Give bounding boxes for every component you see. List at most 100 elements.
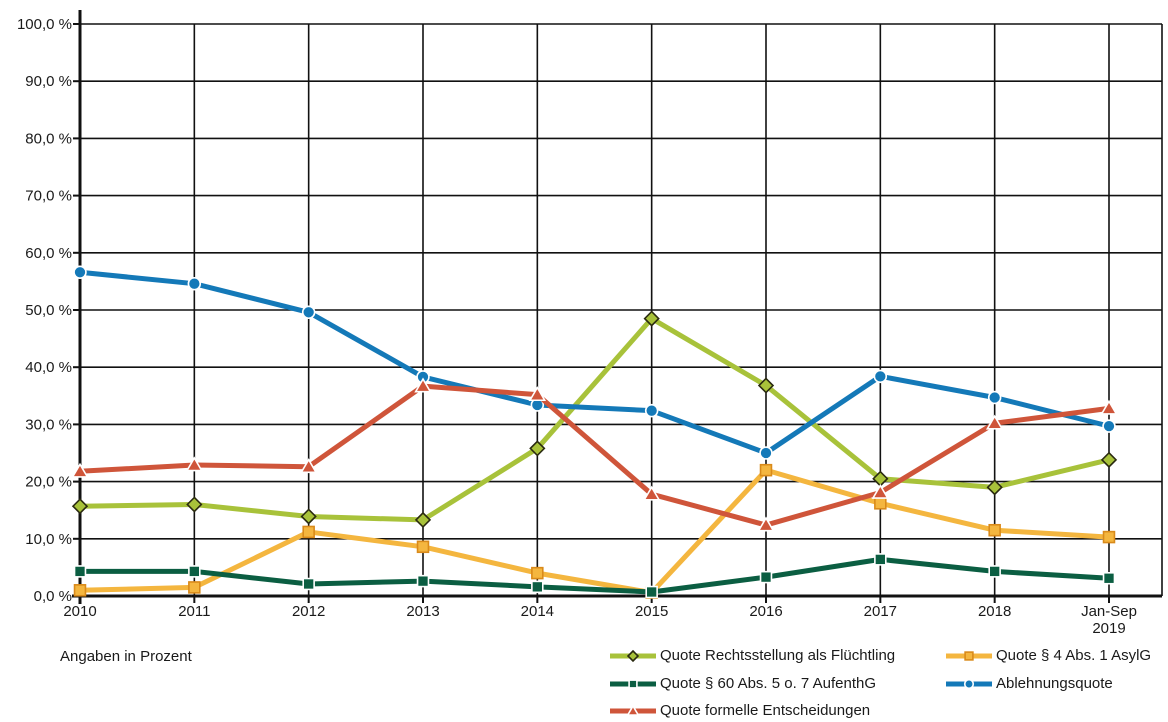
- legend: Quote Rechtsstellung als Flüchtling Quot…: [0, 645, 1168, 722]
- series-line: [77, 383, 1112, 528]
- data-point: [73, 584, 87, 597]
- x-tick-label: 2011: [178, 603, 210, 620]
- legend-swatch: [946, 678, 992, 689]
- data-point: [1100, 451, 1118, 468]
- data-point: [531, 580, 544, 594]
- legend-swatch-marker: [628, 678, 638, 689]
- data-point: [188, 565, 201, 578]
- line-chart: 0,0 % 10,0 % 20,0 % 30,0 % 40,0 % 50,0 % 60,0 …: [17, 10, 1163, 637]
- data-point: [985, 414, 1004, 430]
- y-tick-label: 70,0 %: [25, 188, 72, 205]
- y-tick-label: 30,0 %: [25, 416, 72, 433]
- legend-label: Quote § 4 Abs. 1 AsylG: [996, 647, 1152, 664]
- data-point: [642, 485, 661, 501]
- y-tick-label: 0,0 %: [34, 588, 72, 605]
- data-point: [757, 516, 775, 532]
- data-point: [988, 523, 1001, 537]
- legend-item-aufenthg: Quote § 60 Abs. 5 o. 7 AufenthG: [609, 675, 876, 692]
- data-point: [871, 483, 890, 499]
- data-point: [988, 565, 1001, 578]
- data-point: [300, 508, 317, 525]
- series-line: [77, 316, 1112, 523]
- data-point: [645, 585, 658, 599]
- data-point: [302, 577, 315, 591]
- data-point: [414, 377, 432, 393]
- x-axis-tick-labels: 2010 2011 2012 2013 2014 2015 2016 2017 2018 Jan-…: [63, 603, 1137, 637]
- data-point: [759, 570, 773, 584]
- data-point: [301, 305, 316, 320]
- legend-swatch: [946, 650, 992, 661]
- data-point: [759, 463, 773, 477]
- series-line: [77, 467, 1112, 596]
- data-point: [185, 456, 204, 472]
- y-tick-label: 80,0 %: [25, 130, 72, 147]
- data-point: [986, 479, 1003, 496]
- data-point: [874, 497, 887, 510]
- legend-swatch-marker: [626, 703, 640, 716]
- x-tick-label: 2012: [292, 603, 325, 620]
- data-point: [1100, 399, 1118, 415]
- data-point: [416, 540, 430, 554]
- legend-label: Quote formelle Entscheidungen: [660, 702, 871, 719]
- series-3: [73, 553, 1116, 599]
- x-tick-label: 2016: [749, 603, 782, 620]
- series-4: [73, 265, 1116, 460]
- legend-swatch-marker: [626, 649, 640, 662]
- x-tick-label: Jan-Sep 2019: [1081, 603, 1137, 637]
- y-axis-tick-labels: 0,0 % 10,0 % 20,0 % 30,0 % 40,0 % 50,0 % 60,0 …: [17, 16, 72, 605]
- data-point: [528, 386, 547, 402]
- data-point: [414, 511, 432, 529]
- legend-item-fluechtling: Quote Rechtsstellung als Flüchtling: [609, 647, 895, 664]
- data-point: [73, 565, 87, 578]
- data-point: [759, 446, 773, 460]
- legend-swatch: [610, 649, 656, 662]
- data-point: [1102, 572, 1116, 585]
- x-tick-label: 2013: [406, 603, 439, 620]
- data-point: [644, 403, 659, 418]
- legend-label: Ablehnungsquote: [996, 675, 1113, 692]
- x-tick-label: 2014: [521, 603, 554, 620]
- legend-swatch: [610, 703, 656, 716]
- x-tick-label: 2010: [63, 603, 96, 620]
- data-point: [71, 462, 89, 478]
- y-tick-label: 60,0 %: [25, 245, 72, 262]
- data-point: [874, 553, 887, 566]
- legend-label: Quote § 60 Abs. 5 o. 7 AufenthG: [660, 675, 876, 692]
- x-tick-label: 2015: [635, 603, 668, 620]
- legend-label: Quote Rechtsstellung als Flüchtling: [660, 647, 896, 664]
- x-tick-label: 2017: [864, 603, 897, 620]
- series-1: [71, 310, 1118, 529]
- legend-swatch: [610, 678, 656, 689]
- series-layer: [71, 265, 1118, 599]
- legend-item-ablehnungsquote: Ablehnungsquote: [945, 675, 1113, 692]
- legend-swatch-marker: [964, 650, 974, 661]
- legend-swatch-marker: [963, 678, 975, 689]
- data-point: [416, 574, 430, 588]
- legend-item-formelle: Quote formelle Entscheidungen: [609, 702, 870, 719]
- y-tick-label: 40,0 %: [25, 359, 72, 376]
- data-point: [531, 566, 544, 580]
- data-point: [873, 369, 888, 384]
- series-5: [71, 377, 1118, 532]
- axes: [72, 10, 1162, 604]
- series-line: [77, 269, 1112, 456]
- data-point: [186, 496, 203, 513]
- y-tick-label: 90,0 %: [25, 73, 72, 90]
- x-tick-label: 2018: [978, 603, 1011, 620]
- y-tick-label: 50,0 %: [25, 302, 72, 319]
- data-point: [1102, 419, 1116, 433]
- y-tick-label: 20,0 %: [25, 474, 72, 491]
- data-point: [529, 440, 546, 457]
- legend-item-asylg: Quote § 4 Abs. 1 AsylG: [945, 647, 1151, 664]
- data-point: [188, 581, 201, 594]
- y-tick-label: 10,0 %: [25, 531, 72, 548]
- data-point: [302, 525, 315, 539]
- data-point: [187, 276, 202, 291]
- data-point: [757, 377, 775, 394]
- series-line: [77, 556, 1112, 595]
- data-point: [71, 498, 89, 515]
- data-point: [299, 458, 318, 474]
- data-point: [73, 265, 87, 279]
- data-point: [643, 310, 660, 327]
- y-tick-label: 100,0 %: [17, 16, 72, 33]
